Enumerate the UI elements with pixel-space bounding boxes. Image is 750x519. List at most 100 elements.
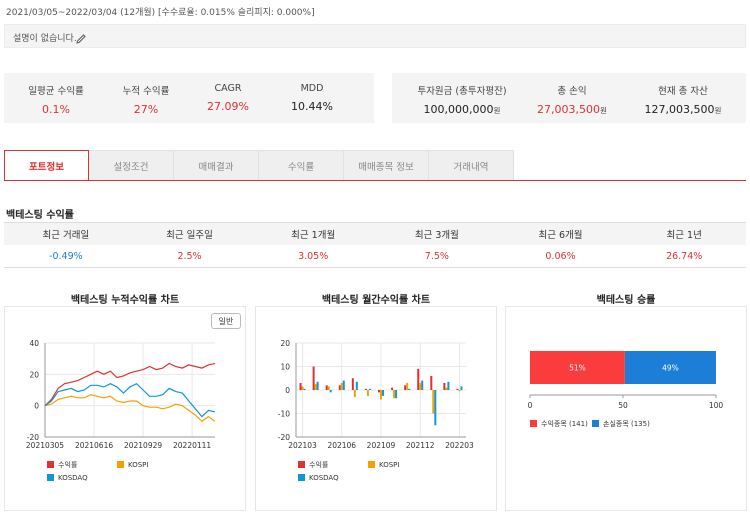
tab-trade-results[interactable]: 매매결과 [174,150,259,181]
returns-value-cell: 3.05% [298,250,329,262]
stat-label: 일평균 수익률 [28,86,84,97]
tab-divider [4,180,746,181]
bar [458,390,461,392]
bar [434,390,437,426]
bar [408,388,411,390]
return-summary-box: 일평균 수익률 0.1% 누적 수익률 27% CAGR 27.09% MDD … [4,73,374,123]
bar [417,368,420,390]
bar [325,385,328,390]
bar [301,386,304,390]
stat-label: CAGR [214,83,242,94]
legend-label: 수익종목 (141) [541,420,588,428]
x-tick-label: 20210305 [26,441,64,450]
asset-summary-box: 투자원금 (총투자평잔) 100,000,000원 총 손익 27,003,50… [392,73,746,123]
bar [303,388,306,390]
legend-label: 손실종목 (135) [603,419,650,428]
legend-swatch [298,474,305,481]
stat-value: 0.1% [42,103,70,116]
returns-header-cell: 최근 1개월 [291,230,336,241]
bar [447,381,450,390]
winrate-chart: 51% 49% 0 50 100 수익종목 (141) 손실종목 (135) [528,351,724,428]
x-tick-label: 202203 [445,441,474,450]
bar [406,382,409,390]
bar [314,384,317,390]
pencil-icon[interactable] [75,30,87,44]
bar [368,388,371,390]
stacked-bar-segment [624,351,716,384]
x-tick-label: 50 [618,401,628,410]
x-tick-label: 202106 [327,441,356,450]
backtest-period: 2021/03/05~2022/03/04 (12개월) [수수료율: 0.01… [6,8,315,18]
returns-header-cell: 최근 거래일 [42,230,90,241]
tab-transactions[interactable]: 거래내역 [429,150,514,181]
legend-swatch [592,420,599,427]
tab-settings[interactable]: 설정조건 [89,150,174,181]
y-tick-label: 40 [29,339,39,348]
stacked-bar-segment [530,351,625,384]
legend-swatch [530,420,537,427]
stat-label: 총 손익 [557,86,587,97]
segment-label: 51% [569,364,586,373]
stat-mdd: MDD 10.44% [272,83,352,113]
segment-label: 49% [662,364,679,373]
bar [366,390,369,396]
series-line [44,382,216,418]
x-tick-label: 202103 [288,441,317,450]
bar [382,390,384,396]
stat-label: 현재 총 자산 [658,86,708,97]
bar [445,387,448,390]
bar [460,386,463,390]
bar [395,390,398,399]
monthly-chart-title: 백테스팅 월간수익률 차트 [321,295,431,306]
bar [338,385,341,390]
x-tick-label: 202112 [406,441,435,450]
winrate-chart-title: 백테스팅 승률 [596,295,656,306]
y-tick-label: 10 [280,363,290,372]
returns-header-cell: 최근 일주일 [166,230,213,241]
bar [299,382,302,390]
x-tick-label: 100 [709,401,724,410]
x-tick-label: 20210616 [75,441,113,450]
returns-header-cell: 최근 6개월 [538,230,583,241]
returns-value-cell: 26.74% [666,250,703,262]
bar [312,366,315,390]
bar [327,386,330,390]
returns-value-row: -0.49% 2.5% 3.05% 7.5% 0.06% 26.74% [4,245,746,268]
returns-value-cell: 2.5% [177,250,202,262]
normal-scale-button[interactable]: 일반 [211,313,241,329]
series-line [44,362,216,407]
bar [430,375,433,390]
stat-label: 투자원금 (총투자평잔) [417,86,507,97]
tab-stock-info[interactable]: 매매종목 정보 [344,150,429,181]
bar [351,378,354,390]
tab-returns[interactable]: 수익률 [259,150,344,181]
returns-value-cell: 0.06% [545,250,576,262]
stat-value: 100,000,000원 [423,103,501,116]
stat-label: 누적 수익률 [122,86,170,97]
x-tick-label: 202109 [367,441,396,450]
bar [355,381,358,390]
tab-bar: 포트정보 설정조건 매매결과 수익률 매매종목 정보 거래내역 [4,150,516,181]
x-tick-label: 20220111 [173,441,211,450]
bar [380,390,382,400]
tab-portfolio-info[interactable]: 포트정보 [4,150,89,181]
bar [364,388,367,390]
series-line [44,394,216,423]
bar [329,390,332,393]
legend-label: 수익률 [309,461,329,469]
stat-cumulative: 누적 수익률 27% [106,83,186,116]
y-tick-label: -10 [278,410,290,419]
bar [456,388,459,390]
cumulative-chart-title: 백테스팅 누적수익률 차트 [70,295,180,306]
legend-swatch [368,461,375,468]
bar [443,382,446,390]
legend-swatch [298,461,305,468]
bar [404,385,407,390]
bar [378,390,380,393]
stat-value: 27% [133,103,159,116]
legend-label: 수익률 [58,461,78,469]
x-tick-label: 0 [528,401,533,410]
y-tick-label: 20 [280,339,290,348]
legend-swatch [117,461,124,468]
